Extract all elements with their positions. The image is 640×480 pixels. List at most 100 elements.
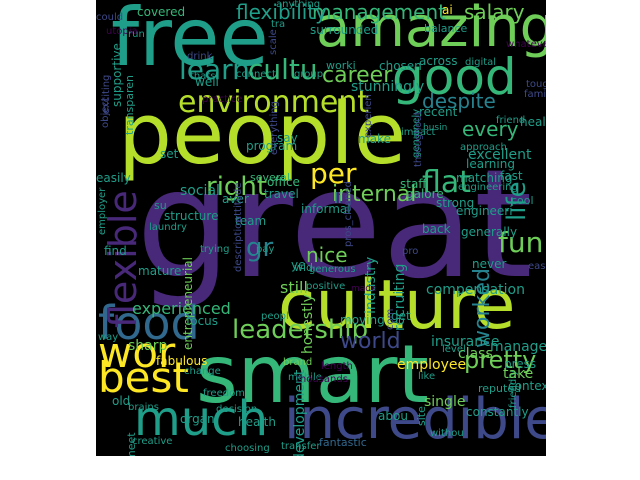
word-team: team	[235, 214, 267, 228]
word-manager: manager	[490, 339, 546, 355]
word-easy: easy	[528, 261, 546, 272]
word-peopl: peopl	[261, 311, 289, 322]
word-experienced: experienced	[132, 299, 231, 318]
word-matching: matching	[456, 171, 513, 185]
word-practice: practice	[202, 94, 243, 105]
word-pretty: pretty	[464, 346, 537, 374]
word-insurance: insurance	[431, 334, 500, 350]
word-pros-cleaned: pros_cleaned	[343, 181, 354, 247]
word-say: say	[277, 131, 298, 145]
word-salary: salary	[464, 0, 525, 24]
word-management: management	[312, 0, 446, 24]
word-way: way	[98, 332, 119, 343]
word-tra: tra	[271, 19, 286, 30]
word-focus: focus	[186, 314, 219, 328]
word-description: description	[233, 216, 244, 272]
word-surrounded: surrounded	[310, 23, 379, 37]
word-throughout: throughout	[413, 111, 424, 167]
word-easily: easily	[96, 171, 131, 185]
word-creative: creative	[132, 436, 173, 447]
word-set: set	[160, 147, 179, 161]
word-flexibility: flexibility	[236, 0, 327, 24]
word-everything: everything	[269, 101, 280, 155]
word-withou: withou	[430, 428, 464, 439]
word-laundry: laundry	[149, 222, 187, 233]
word-supportive: supportive	[110, 43, 124, 107]
word-busin: busin	[423, 123, 448, 133]
word-change: change	[184, 366, 221, 377]
word-site: site	[415, 406, 428, 426]
word-decision: decision	[216, 404, 258, 415]
word-abou: abou	[378, 409, 408, 423]
word-amazing: amazing	[316, 0, 546, 60]
word-whatever: whatever	[506, 39, 546, 50]
word-strong: strong	[436, 196, 475, 210]
word-li: li	[334, 191, 342, 207]
word-employee: employee	[397, 357, 467, 373]
word-ye: ye	[291, 258, 306, 272]
word-excellent: excellent	[468, 147, 532, 163]
word-mobile: mobile	[288, 372, 322, 383]
word-get: get	[391, 309, 411, 323]
word-pay: pay	[256, 244, 275, 255]
word-entrepreneurial: entrepreneurial	[181, 257, 195, 350]
word-single: single	[424, 394, 466, 410]
word-health: health	[238, 415, 276, 429]
word-social: social	[180, 183, 220, 199]
word-wor: wor	[98, 328, 176, 377]
word-friend: friend	[496, 115, 526, 126]
word-press: press	[504, 357, 537, 371]
word-generally: generally	[461, 225, 518, 239]
word-despite: despite	[422, 89, 496, 113]
word-level: level	[442, 344, 466, 355]
word-recent: recent	[419, 105, 458, 119]
word-fabulous: fabulous	[156, 354, 208, 368]
word-several: several	[250, 171, 291, 184]
word-engineeri: engineeri	[456, 204, 513, 218]
word-galore: galore	[406, 187, 444, 201]
word-worki: worki	[326, 59, 356, 72]
word-trying: trying	[200, 244, 230, 255]
word-class: class	[458, 346, 493, 362]
word-thousands: thousands	[296, 374, 348, 385]
word-healthy: healthy	[520, 115, 546, 129]
word-per: per	[310, 157, 357, 190]
word-back: back	[422, 222, 451, 236]
word-find: find	[104, 244, 127, 258]
word-great: great	[136, 138, 533, 312]
word-internal: internal	[332, 182, 417, 207]
word-learn: learn	[179, 53, 250, 86]
word-sharp: sharp	[128, 338, 168, 354]
word-could: could	[96, 12, 124, 23]
word-people: people	[118, 85, 407, 184]
word-culture: culture	[278, 266, 516, 345]
word-group: group	[294, 69, 324, 80]
word-like: like	[418, 371, 436, 382]
word-digital: digital	[465, 57, 497, 68]
word-su: su	[154, 199, 167, 212]
word-career: career	[322, 63, 393, 88]
word-cloud: great people smart culture free amazing …	[96, 0, 546, 456]
word-informal: informal	[301, 202, 351, 216]
word-utopia: utopia	[106, 26, 138, 37]
word-world: world	[340, 329, 401, 354]
word-leadership: leadership	[232, 315, 369, 345]
word-brand: brand	[283, 357, 313, 368]
word-aver: aver	[222, 192, 249, 206]
word-program: program	[246, 139, 298, 153]
word-transparen: transparen	[123, 74, 136, 135]
word-anything: anything	[276, 0, 321, 10]
word-still: still	[280, 278, 308, 297]
word-every: every	[462, 117, 519, 141]
word-fun: fun	[498, 226, 544, 259]
word-best: best	[98, 353, 189, 402]
word-thats: thats	[190, 71, 216, 82]
word-covered: covered	[137, 5, 186, 19]
word-smart: smart	[196, 328, 429, 421]
word-well: well	[195, 75, 219, 89]
word-wid: wid	[294, 261, 314, 274]
word-incredible: incredible	[284, 387, 546, 452]
word-compensation: compensation	[426, 282, 525, 298]
word-old: old	[112, 394, 131, 408]
word-positive: positive	[306, 281, 346, 292]
